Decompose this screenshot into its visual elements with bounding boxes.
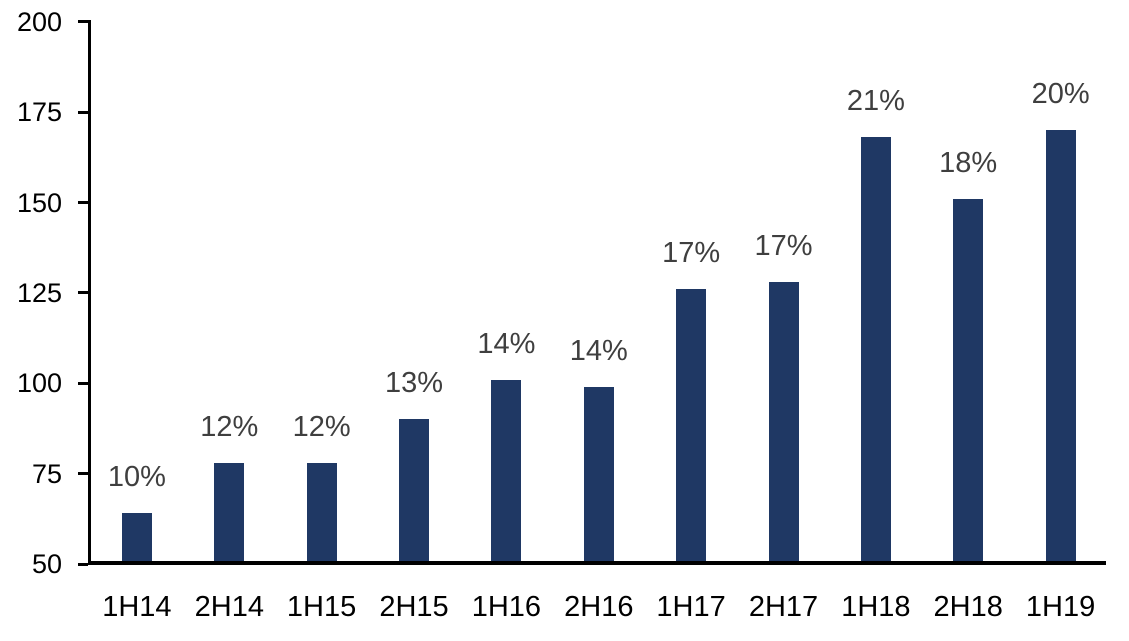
bar-1H18 xyxy=(860,137,891,561)
bar-2H15 xyxy=(399,419,429,561)
y-axis-tick-label: 150 xyxy=(16,187,62,218)
x-axis-category-label: 1H19 xyxy=(1025,591,1096,623)
bar-1H14 xyxy=(121,513,152,561)
x-axis-category-label: 2H16 xyxy=(564,591,634,623)
y-axis-tick-label: 175 xyxy=(16,97,62,128)
y-axis-tick-label: 200 xyxy=(16,6,62,37)
bar-data-label: 12% xyxy=(200,410,259,443)
bar-data-label: 14% xyxy=(569,334,628,367)
x-axis-category-label: 1H16 xyxy=(471,591,542,623)
x-axis-category-label: 1H17 xyxy=(656,591,726,623)
bar-1H15 xyxy=(306,462,337,561)
bar-data-label: 10% xyxy=(107,461,166,494)
bar-2H18 xyxy=(953,198,984,561)
y-axis-line xyxy=(88,20,91,565)
bar-data-label: 12% xyxy=(292,410,351,443)
y-axis-tick xyxy=(78,20,88,24)
bar-2H16 xyxy=(583,386,614,561)
y-axis-tick xyxy=(78,291,88,295)
bar-data-label: 21% xyxy=(846,85,905,118)
bar-1H17 xyxy=(676,289,707,561)
bar-1H19 xyxy=(1045,130,1076,561)
bar-data-label: 20% xyxy=(1031,78,1090,111)
y-axis-tick-label: 75 xyxy=(31,458,62,489)
bar-2H17 xyxy=(768,282,799,561)
x-axis-line xyxy=(88,561,1106,565)
y-axis-tick-label: 100 xyxy=(16,368,62,399)
bar-data-label: 18% xyxy=(939,146,998,179)
bar-data-label: 13% xyxy=(384,367,444,400)
bar-2H14 xyxy=(214,462,245,561)
y-axis-tick-label: 50 xyxy=(31,549,62,579)
x-axis-category-label: 2H15 xyxy=(379,591,449,623)
y-axis-tick xyxy=(78,472,88,476)
y-axis-tick xyxy=(78,562,88,566)
x-axis-category-label: 2H14 xyxy=(194,591,264,623)
x-axis-category-label: 1H15 xyxy=(286,591,357,623)
x-axis-category-label: 1H18 xyxy=(841,591,911,623)
y-axis-tick xyxy=(78,201,88,204)
y-axis-tick-label: 125 xyxy=(16,277,62,308)
y-axis-tick xyxy=(78,381,88,385)
x-axis-category-label: 1H14 xyxy=(102,591,172,623)
x-axis-category-label: 2H18 xyxy=(933,591,1003,623)
bar-1H16 xyxy=(491,379,522,561)
bar-data-label: 17% xyxy=(754,230,813,262)
bar-data-label: 17% xyxy=(662,237,721,270)
x-axis-category-label: 2H17 xyxy=(748,591,819,623)
y-axis-tick xyxy=(78,110,88,114)
bar-data-label: 14% xyxy=(477,327,536,360)
